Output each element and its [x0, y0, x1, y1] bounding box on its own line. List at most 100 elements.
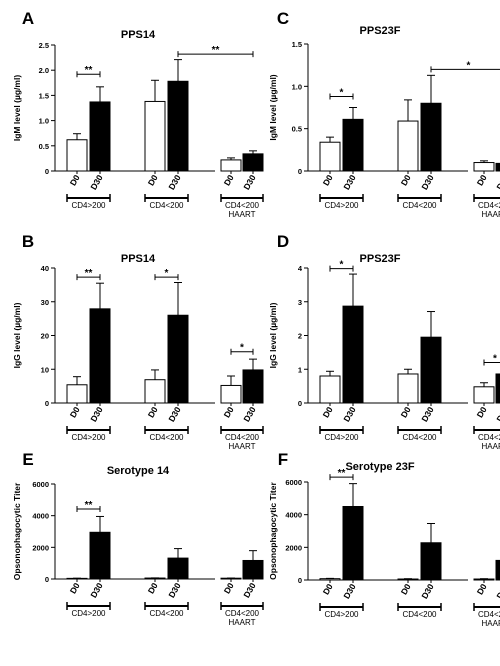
y-tick-label: 3: [298, 298, 302, 307]
bar: [397, 120, 419, 172]
panel-letter: A: [22, 9, 34, 28]
bar: [495, 559, 500, 581]
bar: [89, 101, 111, 172]
bar: [319, 141, 341, 172]
group-label: CD4>200: [71, 201, 106, 210]
significance-label: **: [85, 65, 93, 76]
x-tick-label: D0: [399, 173, 413, 188]
y-tick-label: 0: [298, 576, 302, 585]
bar: [144, 379, 166, 404]
x-tick-label: D0: [321, 173, 335, 188]
x-tick-label: D30: [166, 405, 183, 424]
y-tick-label: 0: [45, 575, 49, 584]
y-tick-label: 2: [298, 332, 302, 341]
chart-title: PPS14: [121, 29, 156, 41]
bar: [319, 578, 341, 581]
y-axis-label: IgG level (µg/ml): [268, 302, 278, 368]
group-label: HAART: [229, 210, 256, 219]
x-tick-label: D30: [341, 173, 358, 192]
x-tick-label: D0: [222, 173, 236, 188]
bar: [144, 100, 166, 172]
x-tick-label: D30: [494, 405, 500, 424]
y-tick-label: 30: [41, 298, 49, 307]
panel-f: F Serotype 23F Opsonophagocytic Titer 0 2000…: [268, 450, 500, 628]
panel-letter: F: [278, 450, 288, 469]
group-label: CD4<200: [402, 433, 437, 442]
bar: [89, 531, 111, 580]
group-label: HAART: [229, 442, 256, 451]
x-tick-label: D30: [494, 173, 500, 192]
y-tick-label: 0: [298, 399, 302, 408]
x-tick-label: D30: [341, 405, 358, 424]
significance-label: *: [340, 87, 344, 98]
group-label: CD4<200: [478, 610, 500, 619]
group-label: HAART: [482, 442, 500, 451]
x-tick-label: D0: [475, 405, 489, 420]
x-tick-label: D0: [222, 581, 236, 596]
chart-title: PPS14: [121, 253, 156, 265]
x-tick-label: D30: [241, 405, 258, 424]
y-tick-label: 6000: [32, 480, 49, 489]
group-label: CD4<200: [225, 609, 260, 618]
group-label: CD4<200: [478, 201, 500, 210]
x-tick-label: D30: [88, 581, 105, 600]
significance-label: **: [212, 45, 220, 56]
x-tick-label: D30: [419, 173, 436, 192]
x-tick-label: D0: [146, 405, 160, 420]
y-tick-label: 10: [41, 365, 49, 374]
group-label: CD4>200: [324, 433, 359, 442]
panel-c: C PPS23F IgM level (µg/ml) 0 0.5 1.0 1.5 D0 D30 D…: [268, 9, 500, 219]
group-label: CD4<200: [149, 433, 184, 442]
x-tick-label: D30: [166, 581, 183, 600]
x-tick-label: D0: [321, 405, 335, 420]
bar: [66, 139, 88, 172]
y-axis-label: Opsonophagocytic Titer: [268, 482, 278, 580]
x-tick-label: D30: [419, 582, 436, 601]
chart-title: Serotype 23F: [345, 461, 414, 473]
y-axis-label: IgG level (µg/ml): [12, 302, 22, 368]
group-label: CD4<200: [149, 201, 184, 210]
group-label: CD4>200: [71, 433, 106, 442]
y-tick-label: 1.5: [39, 91, 49, 100]
bar: [420, 336, 442, 404]
x-tick-label: D0: [475, 582, 489, 597]
bar: [473, 162, 495, 172]
y-tick-label: 0: [298, 167, 302, 176]
bar: [89, 308, 111, 404]
group-label: CD4<200: [225, 201, 260, 210]
y-axis-label: IgM level (µg/ml): [268, 74, 278, 140]
x-tick-label: D30: [88, 405, 105, 424]
x-tick-label: D0: [222, 405, 236, 420]
y-tick-label: 2000: [32, 543, 49, 552]
y-tick-label: 4000: [285, 511, 302, 520]
significance-label: *: [165, 268, 169, 279]
panel-d: D PPS23F IgG level (µg/ml) 0 1 2 3 4 D0 D30 D0 D30 D…: [268, 232, 500, 451]
y-tick-label: 0.5: [39, 142, 49, 151]
x-tick-label: D30: [494, 582, 500, 601]
panel-letter: B: [22, 232, 34, 251]
x-tick-label: D0: [68, 173, 82, 188]
bar: [220, 159, 242, 172]
y-tick-label: 1.0: [39, 117, 49, 126]
bar: [220, 384, 242, 404]
y-tick-label: 4000: [32, 512, 49, 521]
bar: [242, 369, 264, 404]
chart-title: Serotype 14: [107, 465, 170, 477]
y-tick-label: 6000: [285, 478, 302, 487]
bar: [242, 559, 264, 580]
x-tick-label: D30: [166, 173, 183, 192]
bar: [495, 162, 500, 172]
panel-b: B PPS14 IgG level (µg/ml) 0 10 20 30 40 D0 D30 D0 D…: [12, 232, 264, 451]
bar: [342, 506, 364, 581]
x-tick-label: D0: [146, 173, 160, 188]
group-label: HAART: [482, 210, 500, 219]
x-tick-label: D0: [146, 581, 160, 596]
significance-label: *: [340, 260, 344, 271]
significance-label: **: [85, 268, 93, 279]
y-axis-label: Opsonophagocytic Titer: [12, 482, 22, 580]
x-tick-label: D0: [475, 173, 489, 188]
x-tick-label: D0: [68, 405, 82, 420]
bar: [242, 153, 264, 172]
panel-e: E Serotype 14 Opsonophagocytic Titer 0 2000 4…: [12, 450, 264, 627]
chart-title: PPS23F: [360, 253, 401, 265]
